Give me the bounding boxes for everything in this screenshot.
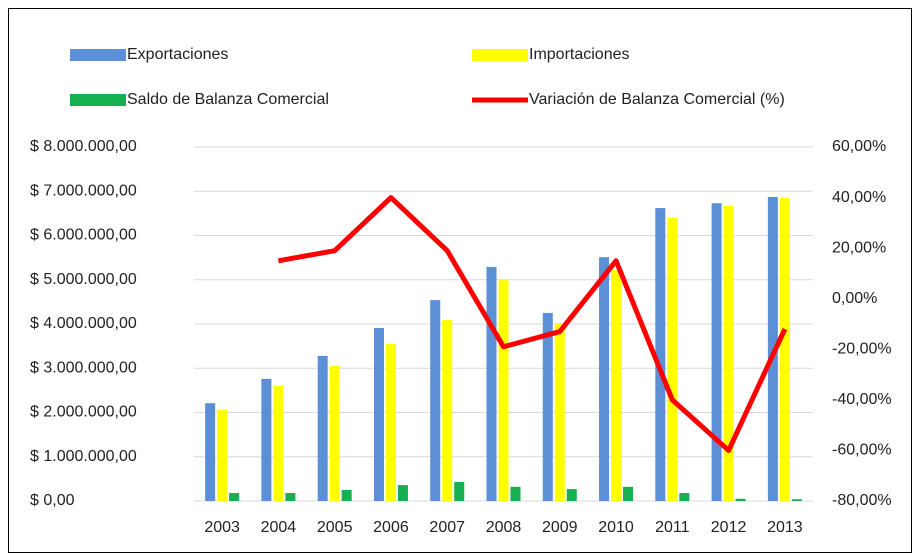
legend-label: Variación de Balanza Comercial (%) — [529, 91, 785, 108]
bar — [723, 205, 734, 502]
bar — [711, 203, 722, 501]
bar — [735, 498, 746, 501]
bar — [510, 486, 521, 501]
bar — [486, 266, 497, 501]
bar — [454, 481, 465, 501]
x-tick-label: 2013 — [767, 519, 803, 536]
legend-label: Saldo de Balanza Comercial — [127, 91, 329, 108]
y2-tick-label: -80,00% — [832, 492, 892, 509]
bar — [679, 493, 690, 501]
x-tick-label: 2010 — [598, 519, 634, 536]
x-tick-label: 2004 — [261, 519, 297, 536]
bar — [442, 320, 453, 501]
bar — [623, 486, 634, 501]
y2-tick-label: 0,00% — [832, 290, 877, 307]
y-tick-label: $ 1.000.000,00 — [30, 448, 137, 465]
y-tick-label: $ 6.000.000,00 — [30, 227, 137, 244]
bar — [373, 327, 384, 501]
bar — [554, 323, 565, 501]
bar — [430, 300, 441, 501]
chart-frame — [8, 8, 912, 553]
bar — [498, 280, 509, 501]
y-tick-label: $ 0,00 — [30, 492, 75, 509]
bar — [205, 403, 216, 501]
x-tick-label: 2007 — [429, 519, 465, 536]
bar — [285, 493, 296, 501]
x-tick-label: 2003 — [204, 519, 240, 536]
y-tick-label: $ 7.000.000,00 — [30, 182, 137, 199]
legend-swatch — [472, 49, 528, 61]
bar — [779, 197, 790, 501]
bar — [329, 366, 340, 501]
y-tick-label: $ 3.000.000,00 — [30, 359, 137, 376]
x-tick-label: 2006 — [373, 519, 409, 536]
y2-tick-label: -40,00% — [832, 391, 892, 408]
bar — [667, 217, 678, 502]
bar — [217, 409, 228, 501]
bar — [385, 343, 396, 501]
y2-tick-label: 40,00% — [832, 189, 886, 206]
line — [277, 195, 788, 453]
bar — [317, 355, 328, 501]
x-tick-label: 2011 — [655, 519, 690, 536]
bar — [341, 489, 352, 501]
legend-swatch — [70, 94, 126, 106]
bar — [566, 489, 577, 501]
legend-label: Importaciones — [529, 46, 630, 63]
y-tick-label: $ 5.000.000,00 — [30, 271, 137, 288]
x-tick-label: 2012 — [711, 519, 747, 536]
bar — [229, 493, 240, 501]
bar — [273, 385, 284, 501]
y2-tick-label: 20,00% — [832, 239, 886, 256]
x-tick-label: 2008 — [486, 519, 522, 536]
y2-tick-label: -20,00% — [832, 341, 892, 358]
bar — [655, 208, 666, 501]
legend-label: Exportaciones — [127, 46, 228, 63]
y-tick-label: $ 2.000.000,00 — [30, 404, 137, 421]
y-tick-label: $ 8.000.000,00 — [30, 138, 137, 155]
bar — [397, 485, 408, 501]
y2-tick-label: -60,00% — [832, 442, 892, 459]
bar — [542, 312, 553, 501]
bar — [611, 270, 622, 501]
y2-tick-label: 60,00% — [832, 138, 886, 155]
bar — [261, 378, 272, 501]
x-tick-label: 2005 — [317, 519, 353, 536]
bar — [599, 257, 610, 501]
y-tick-label: $ 4.000.000,00 — [30, 315, 137, 332]
x-tick-label: 2009 — [542, 519, 578, 536]
legend-swatch — [70, 49, 126, 61]
bar — [791, 499, 802, 501]
